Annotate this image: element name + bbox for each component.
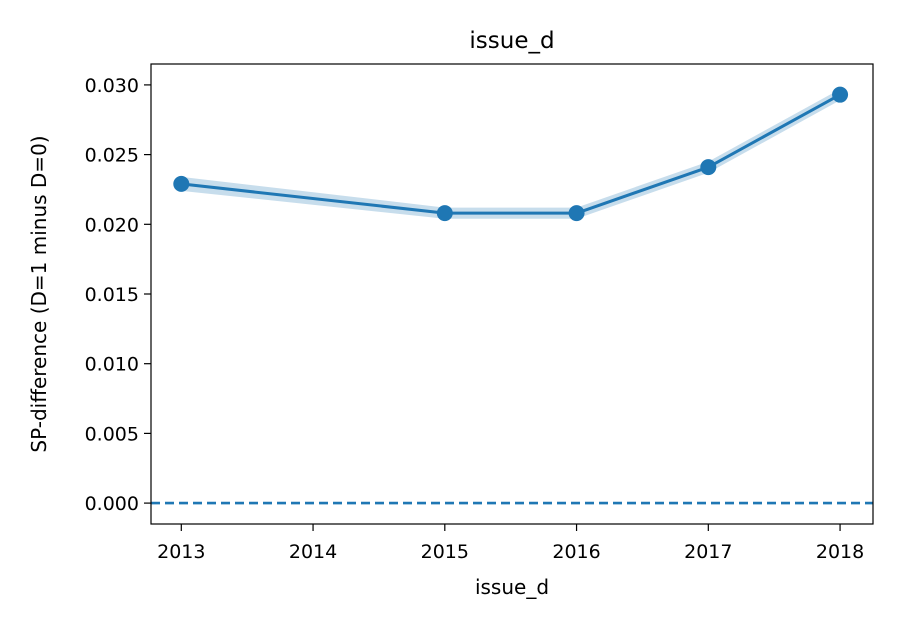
- y-tick-label: 0.010: [85, 354, 139, 376]
- data-point: [832, 86, 849, 103]
- y-tick-label: 0.030: [85, 75, 139, 97]
- data-point: [436, 205, 453, 222]
- y-tick-label: 0.005: [85, 423, 139, 445]
- x-axis: 2013 2014 2015 2016 2017 2018: [157, 524, 864, 563]
- y-tick-label: 0.015: [85, 284, 139, 306]
- data-point: [700, 159, 717, 176]
- x-tick-label: 2018: [816, 541, 864, 563]
- x-tick-label: 2013: [157, 541, 205, 563]
- x-tick-label: 2016: [552, 541, 600, 563]
- x-tick-label: 2014: [289, 541, 337, 563]
- confidence-band: [181, 89, 841, 219]
- y-axis-label: SP-difference (D=1 minus D=0): [27, 135, 51, 452]
- y-tick-label: 0.025: [85, 145, 139, 167]
- chart-title: issue_d: [469, 28, 554, 54]
- y-axis: 0.000 0.005 0.010 0.015 0.020 0.025 0.030: [85, 75, 151, 515]
- x-axis-label: issue_d: [475, 575, 549, 599]
- data-point: [173, 175, 190, 192]
- data-point: [568, 205, 585, 222]
- y-tick-label: 0.020: [85, 214, 139, 236]
- x-tick-label: 2015: [421, 541, 469, 563]
- plot-area: [151, 86, 873, 505]
- y-tick-label: 0.000: [85, 493, 139, 515]
- x-tick-label: 2017: [684, 541, 732, 563]
